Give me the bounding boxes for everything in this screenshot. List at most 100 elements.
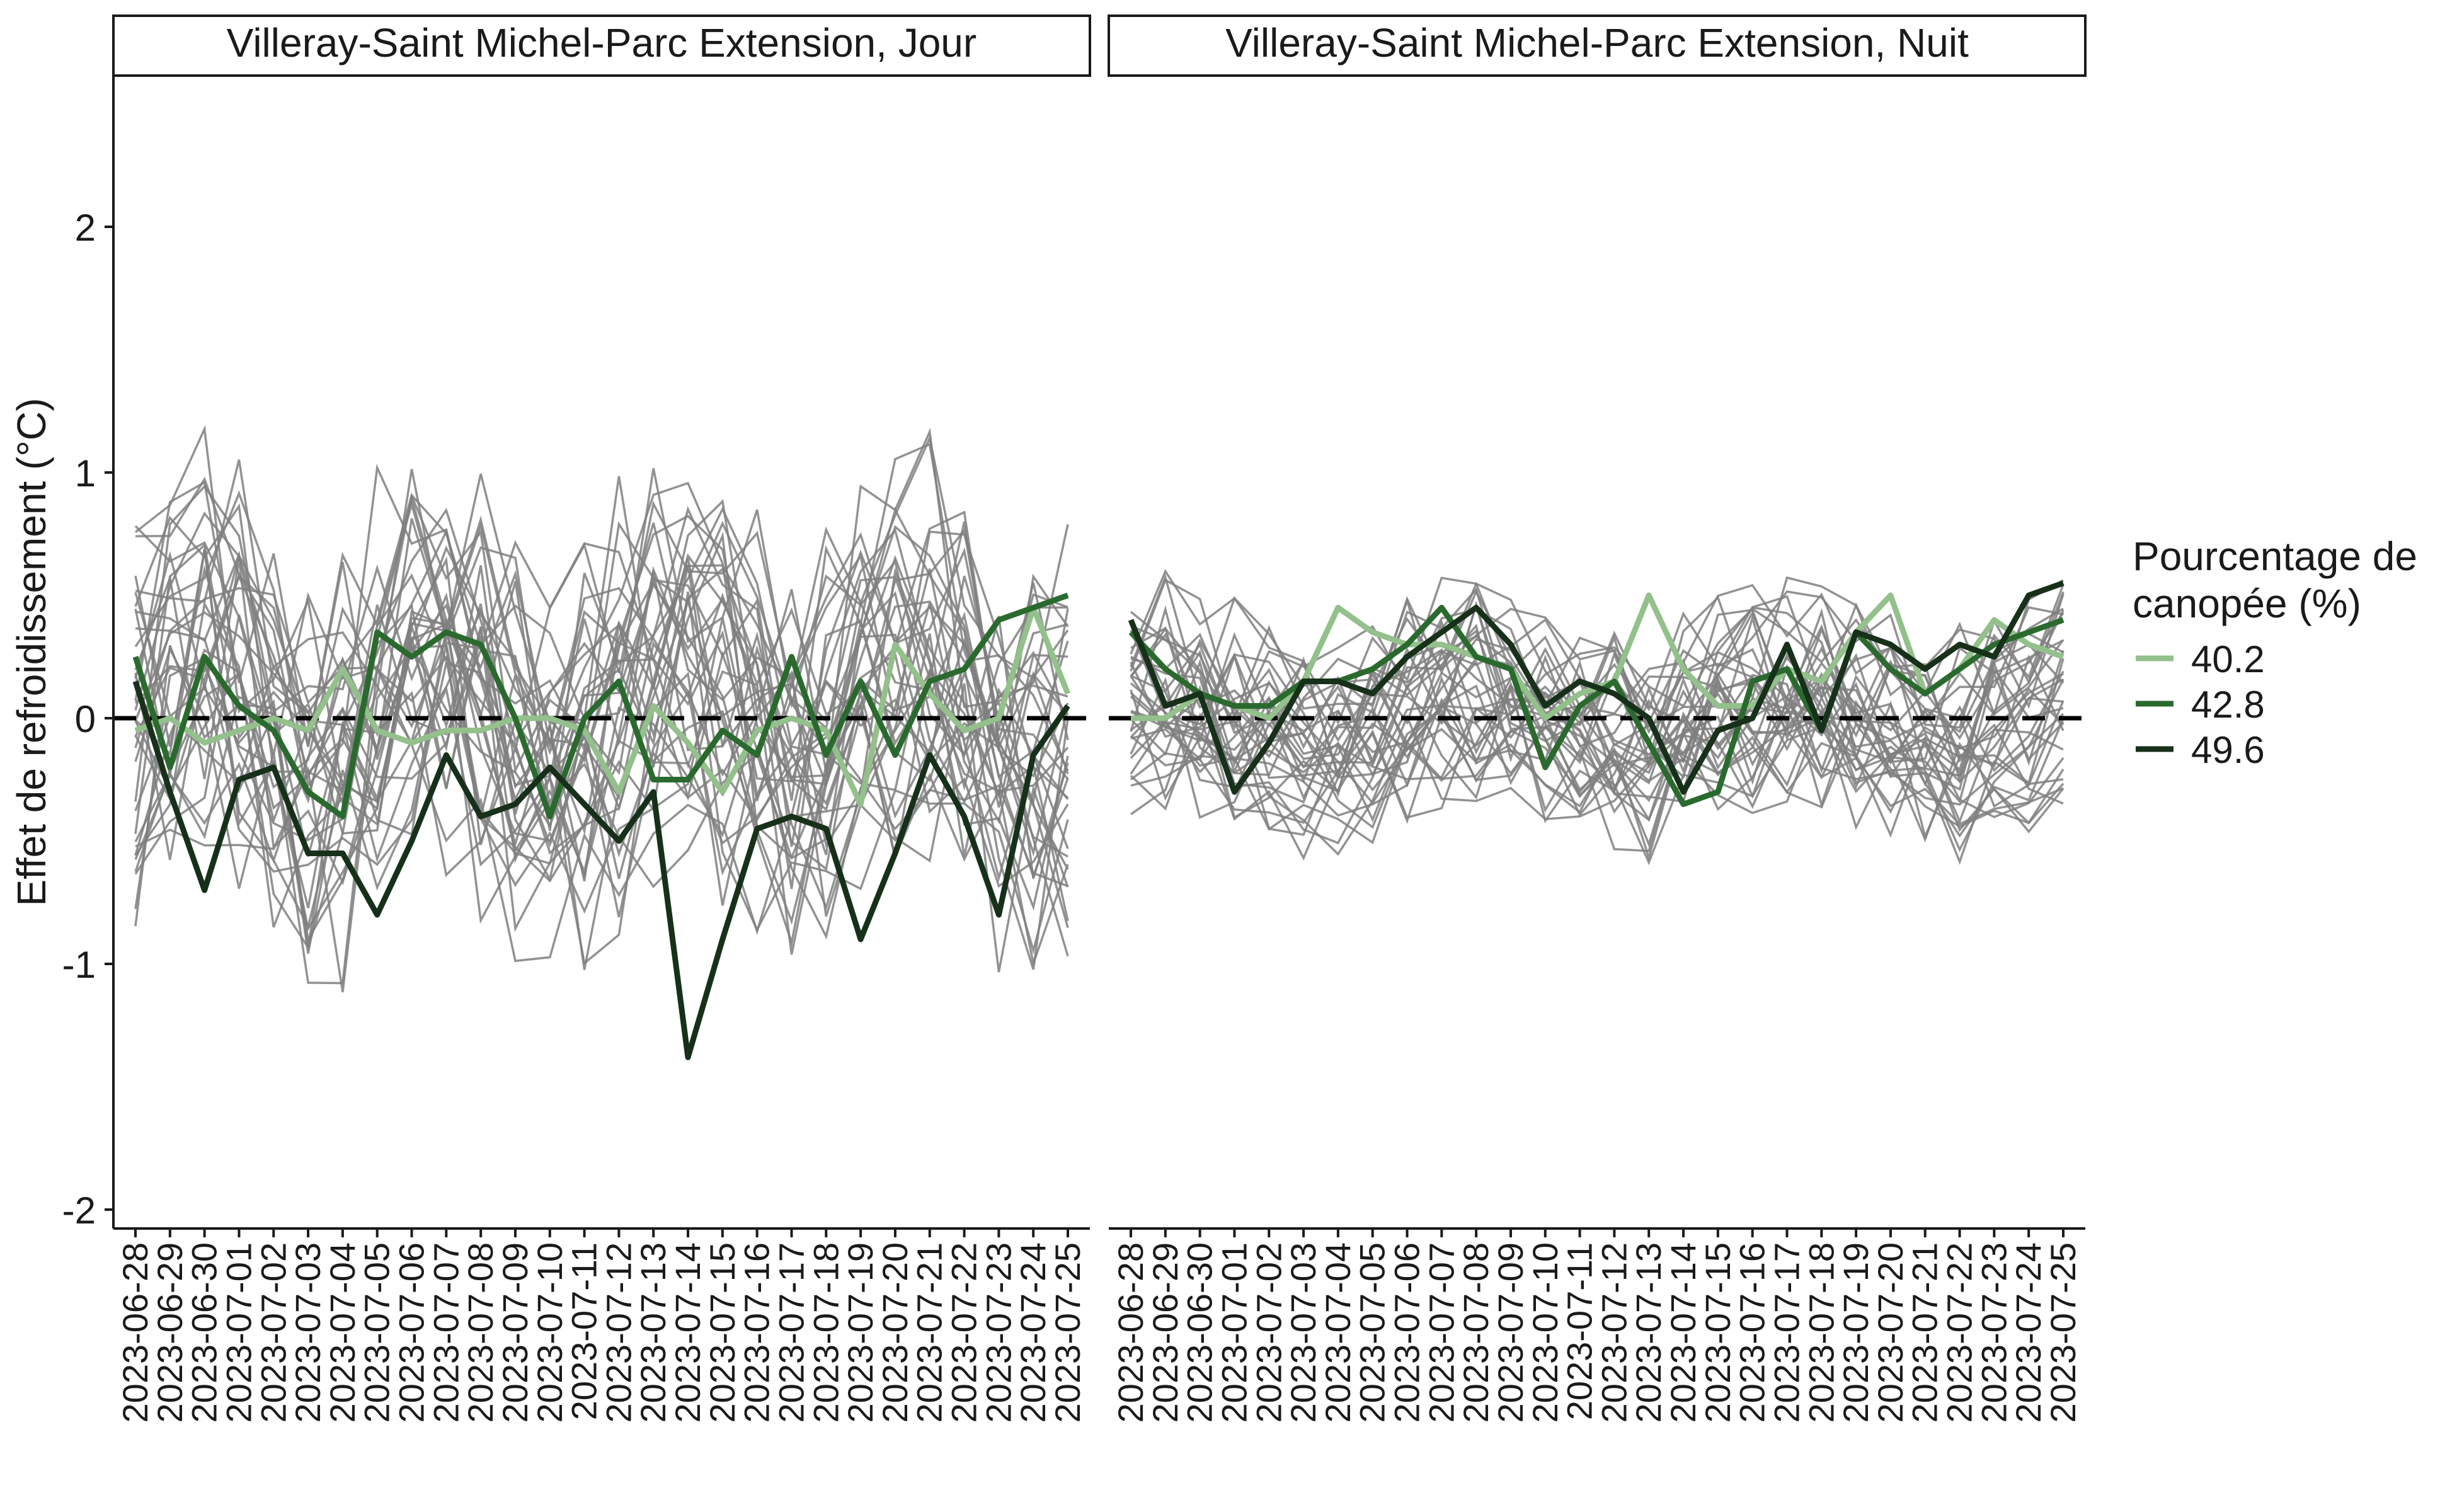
x-tick-label: 2023-07-07: [426, 1242, 466, 1423]
x-tick-label: 2023-07-18: [1801, 1242, 1841, 1423]
panel-jour-title: Villeray-Saint Michel-Parc Extension, Jo…: [227, 20, 976, 66]
x-tick-label: 2023-07-11: [1560, 1242, 1600, 1420]
x-tick-label: 2023-07-10: [1525, 1242, 1565, 1423]
y-axis-ticks: -2 -1 0 1 2: [62, 207, 113, 1232]
panel-jour-highlight-lines: [132, 592, 1071, 1060]
panel-nuit-strip: [1108, 14, 2087, 77]
x-tick-label: 2023-07-20: [875, 1242, 915, 1423]
x-tick-label: 2023-07-15: [1698, 1242, 1738, 1423]
background-series-line: [1130, 709, 2065, 856]
background-series-line: [134, 434, 1069, 788]
x-tick-label: 2023-07-12: [598, 1242, 638, 1423]
y-tick-label: 2: [75, 207, 96, 249]
x-tick-label: 2023-07-18: [806, 1242, 845, 1423]
background-series-line: [1130, 658, 2065, 808]
x-tick-label: 2023-07-17: [1767, 1242, 1806, 1423]
x-tick-label: 2023-07-03: [288, 1242, 328, 1423]
legend: Pourcentage de canopée (%) 40.242.849.6: [2133, 534, 2417, 771]
background-series-line: [1130, 647, 2065, 801]
x-tick-label: 2023-07-01: [219, 1242, 258, 1423]
x-tick-label: 2023-07-15: [702, 1242, 742, 1423]
background-series-line: [1130, 569, 2064, 718]
series-line-40-2: [134, 605, 1071, 807]
x-tick-label: 2023-07-16: [1732, 1242, 1772, 1423]
x-tick-label: 2023-07-08: [461, 1242, 500, 1423]
x-tick-label: 2023-07-16: [737, 1242, 777, 1423]
background-series-line: [1130, 623, 2064, 798]
x-tick-label: 2023-06-28: [115, 1242, 155, 1423]
legend-title-line-2: canopée (%): [2133, 581, 2361, 626]
panel-nuit-title: Villeray-Saint Michel-Parc Extension, Nu…: [1225, 20, 1969, 66]
legend-entries: 40.242.849.6: [2136, 638, 2265, 771]
panel-nuit-background-lines: [1130, 569, 2065, 866]
x-tick-label: 2023-07-05: [1353, 1242, 1392, 1423]
x-tick-label: 2023-07-12: [1594, 1242, 1634, 1423]
series-line-49-6: [1128, 580, 2065, 795]
x-tick-label: 2023-07-21: [1905, 1242, 1945, 1423]
background-series-line: [1130, 638, 2065, 804]
x-tick-label: 2023-07-19: [840, 1242, 880, 1423]
x-tick-label: 2023-07-21: [910, 1242, 949, 1423]
x-tick-label: 2023-06-29: [150, 1242, 190, 1423]
background-series-line: [1130, 697, 2064, 830]
x-tick-label: 2023-06-28: [1111, 1242, 1150, 1423]
x-tick-label: 2023-07-17: [771, 1242, 811, 1423]
x-tick-label: 2023-07-08: [1456, 1242, 1496, 1423]
x-tick-label: 2023-07-25: [1048, 1242, 1087, 1423]
panel-jour-x-ticks: 2023-06-282023-06-292023-06-302023-07-01…: [115, 1228, 1087, 1423]
legend-label: 42.8: [2191, 684, 2265, 726]
y-tick-label: 0: [75, 698, 96, 740]
x-tick-label: 2023-07-02: [253, 1242, 293, 1423]
y-tick-label: 1: [75, 452, 96, 495]
panel-nuit-x-ticks: 2023-06-282023-06-292023-06-302023-07-01…: [1111, 1228, 2083, 1423]
x-tick-label: 2023-07-20: [1870, 1242, 1910, 1423]
x-tick-label: 2023-07-11: [564, 1242, 604, 1420]
x-tick-label: 2023-07-06: [1387, 1242, 1427, 1423]
background-series-line: [1130, 578, 2065, 723]
series-line-42-8: [1128, 605, 2065, 807]
x-tick-label: 2023-07-09: [1491, 1242, 1530, 1423]
legend-label: 49.6: [2191, 729, 2265, 771]
x-tick-label: 2023-07-05: [357, 1242, 397, 1423]
x-tick-label: 2023-07-23: [978, 1242, 1018, 1423]
x-tick-label: 2023-07-04: [1318, 1242, 1358, 1423]
background-series-line: [134, 573, 1069, 914]
legend-label: 40.2: [2191, 638, 2265, 680]
x-tick-label: 2023-07-22: [1940, 1242, 1979, 1423]
x-tick-label: 2023-07-04: [323, 1242, 362, 1423]
x-tick-label: 2023-07-19: [1836, 1242, 1876, 1423]
y-tick-label: -1: [62, 944, 96, 986]
x-tick-label: 2023-07-14: [1663, 1242, 1703, 1423]
x-tick-label: 2023-07-03: [1283, 1242, 1323, 1423]
background-series-line: [135, 459, 1069, 808]
panel-nuit: Villeray-Saint Michel-Parc Extension, Nu…: [1108, 14, 2087, 1423]
series-line-49-6: [132, 680, 1070, 1060]
x-tick-label: 2023-07-14: [668, 1242, 707, 1423]
x-tick-label: 2023-07-13: [1629, 1242, 1668, 1423]
background-series-line: [134, 481, 1069, 799]
x-tick-label: 2023-06-30: [1180, 1242, 1220, 1423]
panel-jour-background-lines: [134, 425, 1069, 993]
y-tick-label: -2: [62, 1189, 96, 1232]
x-tick-label: 2023-07-06: [392, 1242, 432, 1423]
background-series-line: [134, 542, 1069, 911]
x-tick-label: 2023-07-10: [530, 1242, 570, 1423]
x-tick-label: 2023-07-02: [1249, 1242, 1288, 1423]
x-tick-label: 2023-07-24: [2008, 1242, 2048, 1423]
y-axis-label: Effet de refroidissement (°C): [9, 398, 54, 907]
x-tick-label: 2023-07-07: [1421, 1242, 1461, 1423]
x-tick-label: 2023-07-24: [1013, 1242, 1053, 1423]
x-tick-label: 2023-07-09: [495, 1242, 535, 1423]
legend-title-line-1: Pourcentage de: [2133, 534, 2417, 579]
x-tick-label: 2023-07-25: [2043, 1242, 2083, 1423]
series-line-42-8: [132, 592, 1069, 820]
x-tick-label: 2023-06-29: [1145, 1242, 1185, 1423]
panel-jour-strip: [112, 14, 1091, 77]
x-tick-label: 2023-07-13: [633, 1242, 673, 1423]
x-tick-label: 2023-07-22: [944, 1242, 984, 1423]
panel-nuit-highlight-lines: [1128, 580, 2065, 807]
background-series-line: [134, 559, 1068, 886]
background-series-line: [134, 597, 1069, 970]
x-tick-label: 2023-07-23: [1974, 1242, 2013, 1423]
